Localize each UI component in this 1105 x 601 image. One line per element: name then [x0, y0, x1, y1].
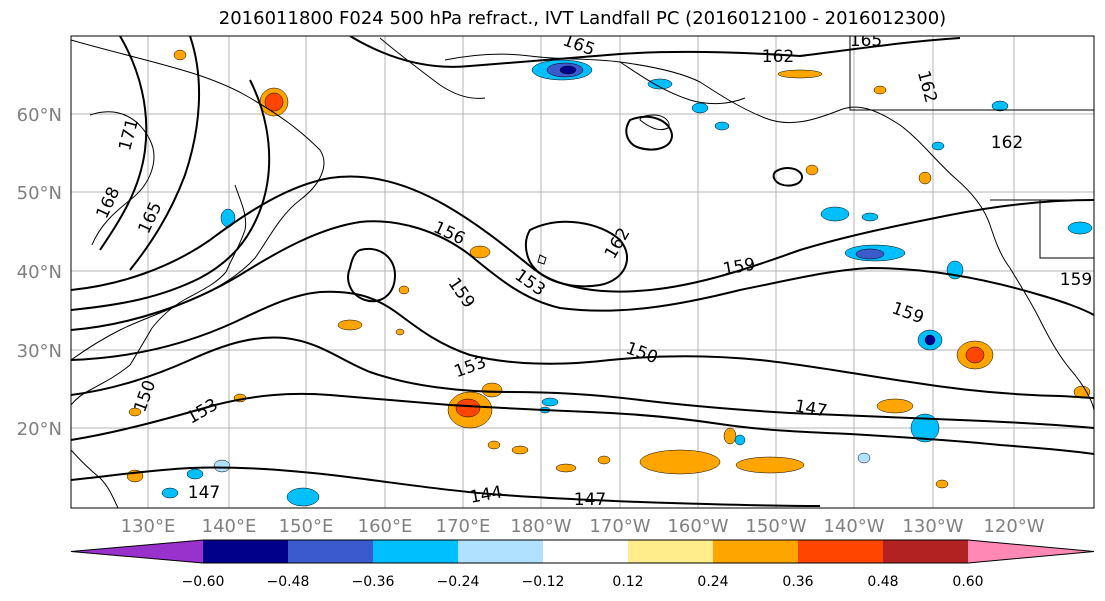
shading-blob	[337, 319, 363, 331]
colorbar-extend-low	[71, 540, 203, 563]
shading-blob	[128, 407, 142, 417]
colorbar-tick-label: 0.24	[697, 574, 728, 590]
shading-blob	[691, 102, 709, 114]
shading-blob	[918, 171, 932, 185]
longitude-labels: 130°E 140°E 150°E 160°E 170°E 180°W 170°W 160°W…	[121, 516, 1045, 537]
shading-blob	[213, 459, 231, 473]
longitude-label: 160°W	[667, 516, 728, 537]
shading-blob	[541, 397, 559, 407]
colorbar: −0.60 −0.48 −0.36 −0.24 −0.12 0.12 0.24 0.36 0.4…	[70, 539, 1095, 590]
colorbar-swatch	[458, 540, 544, 563]
colorbar-tick-label: −0.60	[182, 574, 225, 590]
latitude-labels: 60°N 50°N 40°N 30°N 20°N	[17, 105, 62, 440]
shading-blob	[173, 49, 187, 61]
latitude-label: 40°N	[17, 262, 62, 283]
longitude-label: 150°W	[745, 516, 806, 537]
pc-shading	[126, 49, 1093, 507]
shading-blob	[861, 212, 879, 222]
longitude-label: 150°E	[279, 516, 334, 537]
latitude-label: 30°N	[17, 341, 62, 362]
longitude-label: 130°W	[902, 516, 963, 537]
colorbar-swatch	[203, 540, 289, 563]
shading-blob	[991, 100, 1009, 112]
shading-blob	[735, 456, 805, 474]
colorbar-tick-label: 0.48	[867, 574, 898, 590]
map-title: 2016011800 F024 500 hPa refract., IVT La…	[218, 8, 947, 29]
shading-blob	[481, 382, 503, 398]
refractivity-contours	[71, 36, 1094, 507]
contour-label: 147	[188, 483, 220, 503]
contour-label: 165	[850, 31, 882, 51]
shading-blob	[455, 398, 481, 418]
shading-blob	[924, 334, 936, 346]
shading-blob	[469, 245, 491, 259]
colorbar-swatch	[798, 540, 884, 563]
longitude-label: 130°E	[121, 516, 176, 537]
shading-blob	[734, 434, 746, 446]
map-border	[70, 35, 1095, 509]
shading-blob	[559, 65, 577, 75]
colorbar-swatch	[713, 540, 799, 563]
colorbar-tick-label: −0.12	[522, 574, 565, 590]
colorbar-extend-high	[968, 540, 1094, 563]
shading-blob	[186, 468, 204, 480]
latitude-label: 60°N	[17, 105, 62, 126]
longitude-label: 170°E	[436, 516, 491, 537]
shading-blob	[264, 92, 284, 112]
shading-blob	[820, 206, 850, 222]
shading-blob	[597, 455, 611, 465]
shading-blob	[639, 449, 721, 475]
shading-blob	[857, 452, 871, 464]
colorbar-tick-label: −0.48	[267, 574, 310, 590]
shading-blob	[395, 328, 405, 336]
shading-blob	[855, 248, 885, 260]
shading-blob	[876, 398, 914, 414]
shading-blob	[647, 78, 673, 90]
latitude-label: 50°N	[17, 183, 62, 204]
shading-blob	[555, 463, 577, 473]
shading-blob	[286, 487, 320, 507]
longitude-label: 140°E	[202, 516, 257, 537]
contour-label: 147	[574, 490, 606, 510]
shading-blob	[1067, 221, 1093, 235]
contour-label: 162	[762, 47, 794, 67]
shading-blob	[935, 479, 949, 489]
longitude-label: 140°W	[823, 516, 884, 537]
shading-blob	[723, 427, 737, 445]
longitude-label: 170°W	[589, 516, 650, 537]
colorbar-tick-label: −0.24	[437, 574, 480, 590]
shading-blob	[965, 346, 985, 364]
colorbar-swatch	[883, 540, 969, 563]
shading-blob	[487, 440, 501, 450]
contour-label: 162	[991, 133, 1023, 153]
shading-blob	[511, 445, 529, 455]
colorbar-outline	[70, 539, 1095, 564]
colorbar-swatch	[628, 540, 714, 563]
latitude-label: 20°N	[17, 419, 62, 440]
colorbar-tick-label: −0.36	[352, 574, 395, 590]
shading-blob	[161, 487, 179, 499]
shading-blob	[714, 121, 730, 131]
colorbar-tick-label: 0.12	[612, 574, 643, 590]
shading-blob	[931, 141, 945, 151]
longitude-label: 160°E	[358, 516, 413, 537]
colorbar-tick-label: 0.36	[782, 574, 813, 590]
longitude-label: 120°W	[983, 516, 1044, 537]
contour-label: 159	[1060, 270, 1092, 290]
colorbar-swatch	[288, 540, 374, 563]
colorbar-swatch	[543, 540, 629, 563]
shading-blob	[873, 85, 887, 95]
shading-blob	[398, 285, 410, 295]
shading-blob	[910, 413, 940, 443]
colorbar-swatch	[373, 540, 459, 563]
shading-blob	[777, 69, 823, 79]
longitude-label: 180°W	[510, 516, 571, 537]
shading-blob	[805, 164, 819, 176]
colorbar-tick-label: 0.60	[952, 574, 983, 590]
